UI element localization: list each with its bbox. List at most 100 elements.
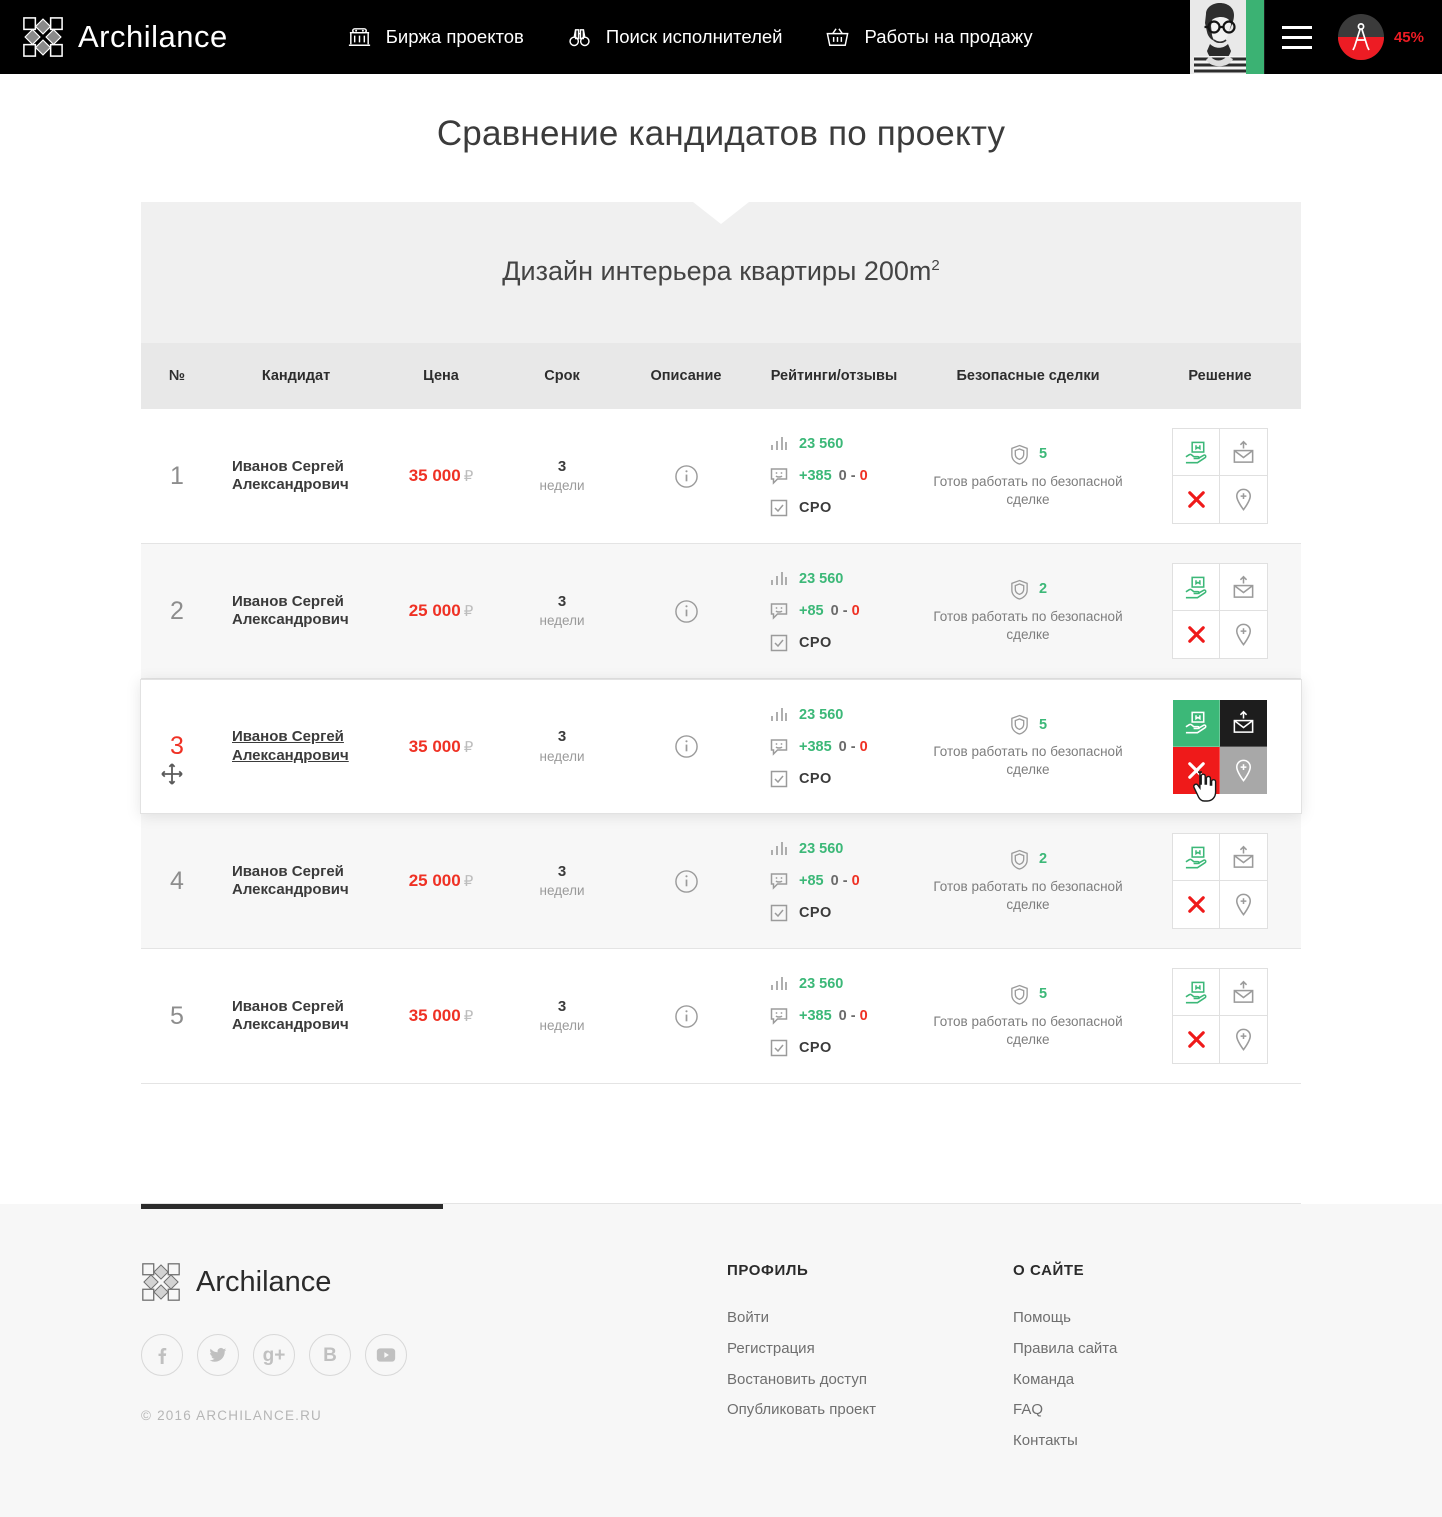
project-banner: Дизайн интерьера квартиры 200m2 [141, 202, 1301, 343]
footer-link-login[interactable]: Войти [727, 1309, 769, 1326]
decision-hand-money-button[interactable] [1173, 699, 1220, 747]
decision-hand-money-button[interactable] [1173, 969, 1220, 1016]
description-cell[interactable] [621, 949, 751, 1083]
term-cell: 3 недели [503, 409, 621, 543]
term-unit: недели [539, 883, 585, 899]
decision-map-pin-plus-button[interactable] [1220, 881, 1267, 928]
term-value: 3 недели [539, 862, 584, 900]
candidate-name[interactable]: Иванов Сергей Александрович [232, 592, 349, 628]
description-cell[interactable] [621, 409, 751, 543]
footer-brand-name: Archilance [196, 1265, 332, 1298]
footer-brand[interactable]: Archilance [141, 1262, 727, 1302]
term-number: 3 [557, 997, 567, 1015]
decision-hand-money-button[interactable] [1173, 834, 1220, 881]
decision-cross-button[interactable] [1173, 881, 1220, 928]
rating-views-line: 23 560 [769, 974, 843, 994]
decision-envelope-upload-button[interactable] [1220, 834, 1267, 881]
info-icon[interactable] [674, 869, 699, 894]
term-number: 3 [557, 457, 567, 475]
description-cell[interactable] [621, 814, 751, 948]
decision-envelope-upload-button[interactable] [1220, 564, 1267, 611]
brand-name: Archilance [78, 19, 228, 54]
currency-symbol: ₽ [463, 738, 474, 756]
youtube-icon[interactable] [365, 1334, 407, 1376]
rating-views-line: 23 560 [769, 839, 843, 859]
row-number-cell: 1 [141, 409, 213, 543]
decision-map-pin-plus-button[interactable] [1220, 476, 1267, 523]
rating-reviews-value: +385 0 - 0 [799, 738, 868, 755]
decision-envelope-upload-button[interactable] [1220, 969, 1267, 1016]
info-icon[interactable] [674, 599, 699, 624]
candidate-name[interactable]: Иванов Сергей Александрович [232, 728, 349, 764]
candidate-cell[interactable]: Иванов Сергей Александрович [213, 814, 379, 948]
info-icon[interactable] [674, 734, 699, 759]
decision-cross-button[interactable] [1173, 746, 1220, 794]
profile-progress[interactable]: 45% [1330, 14, 1442, 60]
table-row[interactable]: 5 Иванов Сергей Александрович 35 000 ₽ 3 … [141, 949, 1301, 1084]
candidate-cell[interactable]: Иванов Сергей Александрович [213, 544, 379, 678]
menu-burger-button[interactable] [1263, 0, 1330, 74]
rating-cpo-label: CPO [799, 500, 832, 516]
term-cell: 3 недели [503, 544, 621, 678]
rating-cpo-line: CPO [769, 1038, 832, 1058]
term-value: 3 недели [539, 727, 584, 765]
candidate-cell[interactable]: Иванов Сергей Александрович [213, 949, 379, 1083]
ratings-cell: 23 560 +85 0 - 0 CPO [751, 814, 917, 948]
table-row[interactable]: 3 Иванов Сергей Александрович 35 000 ₽ 3 … [140, 679, 1302, 814]
info-icon[interactable] [674, 1004, 699, 1029]
nav-item-projects[interactable]: Биржа проектов [346, 24, 524, 51]
safe-deals-cell: 5 Готов работать по безопасной сделке [917, 409, 1139, 543]
nav-item-works-for-sale[interactable]: Работы на продажу [824, 24, 1033, 51]
decision-hand-money-button[interactable] [1173, 429, 1220, 476]
main-nav: Биржа проектов Поиск исполнителей [346, 24, 1033, 51]
description-cell[interactable] [621, 680, 751, 813]
rating-reviews-line: +85 0 - 0 [769, 871, 860, 891]
shield-icon [1009, 714, 1030, 736]
twitter-icon[interactable] [197, 1334, 239, 1376]
decision-map-pin-plus-button[interactable] [1220, 611, 1267, 658]
footer-link-register[interactable]: Регистрация [727, 1339, 815, 1357]
brand-logo[interactable]: Archilance [22, 16, 228, 58]
footer-link-publish-project[interactable]: Опубликовать проект [727, 1401, 876, 1419]
description-cell[interactable] [621, 544, 751, 678]
nav-item-search-performers[interactable]: Поиск исполнителей [566, 24, 782, 51]
currency-symbol: ₽ [463, 603, 474, 620]
footer-link-restore-access[interactable]: Востановить доступ [727, 1370, 867, 1388]
decision-cross-button[interactable] [1173, 1016, 1220, 1063]
decision-map-pin-plus-button[interactable] [1220, 1016, 1267, 1063]
facebook-icon[interactable] [141, 1334, 183, 1376]
decision-envelope-upload-button[interactable] [1220, 699, 1267, 747]
google-plus-icon[interactable]: g+ [253, 1334, 295, 1376]
rating-views-line: 23 560 [769, 569, 843, 589]
footer-link-help[interactable]: Помощь [1013, 1309, 1071, 1326]
drag-move-icon[interactable] [159, 761, 185, 787]
table-row[interactable]: 4 Иванов Сергей Александрович 25 000 ₽ 3 … [141, 814, 1301, 949]
candidate-name[interactable]: Иванов Сергей Александрович [232, 862, 349, 898]
candidate-cell[interactable]: Иванов Сергей Александрович [213, 409, 379, 543]
rating-views-value: 23 560 [799, 571, 844, 587]
table-row[interactable]: 1 Иванов Сергей Александрович 35 000 ₽ 3 … [141, 409, 1301, 544]
decision-cross-button[interactable] [1173, 476, 1220, 523]
candidate-name[interactable]: Иванов Сергей Александрович [232, 997, 349, 1033]
footer-link-faq[interactable]: FAQ [1013, 1401, 1044, 1419]
footer-link-contacts[interactable]: Контакты [1013, 1432, 1078, 1449]
term-unit: недели [539, 478, 585, 494]
candidate-name[interactable]: Иванов Сергей Александрович [232, 457, 349, 493]
project-name-text: Дизайн интерьера квартиры 200m [502, 256, 932, 286]
decision-envelope-upload-button[interactable] [1220, 429, 1267, 476]
decision-hand-money-button[interactable] [1173, 564, 1220, 611]
col-header-ratings: Рейтинги/отзывы [770, 368, 898, 384]
candidate-cell[interactable]: Иванов Сергей Александрович [213, 680, 379, 813]
footer-link-site-rules[interactable]: Правила сайта [1013, 1339, 1118, 1357]
table-row[interactable]: 2 Иванов Сергей Александрович 25 000 ₽ 3 … [141, 544, 1301, 679]
rating-views-value: 23 560 [799, 841, 844, 857]
footer-link-team[interactable]: Команда [1013, 1370, 1075, 1388]
info-icon[interactable] [674, 464, 699, 489]
decision-map-pin-plus-button[interactable] [1220, 746, 1267, 794]
price-value: 25 000 ₽ [408, 871, 474, 890]
rating-views-value: 23 560 [799, 976, 844, 992]
bar-chart-icon [769, 434, 789, 454]
vk-icon[interactable]: B [309, 1334, 351, 1376]
decision-cross-button[interactable] [1173, 611, 1220, 658]
user-avatar[interactable] [1189, 0, 1264, 74]
